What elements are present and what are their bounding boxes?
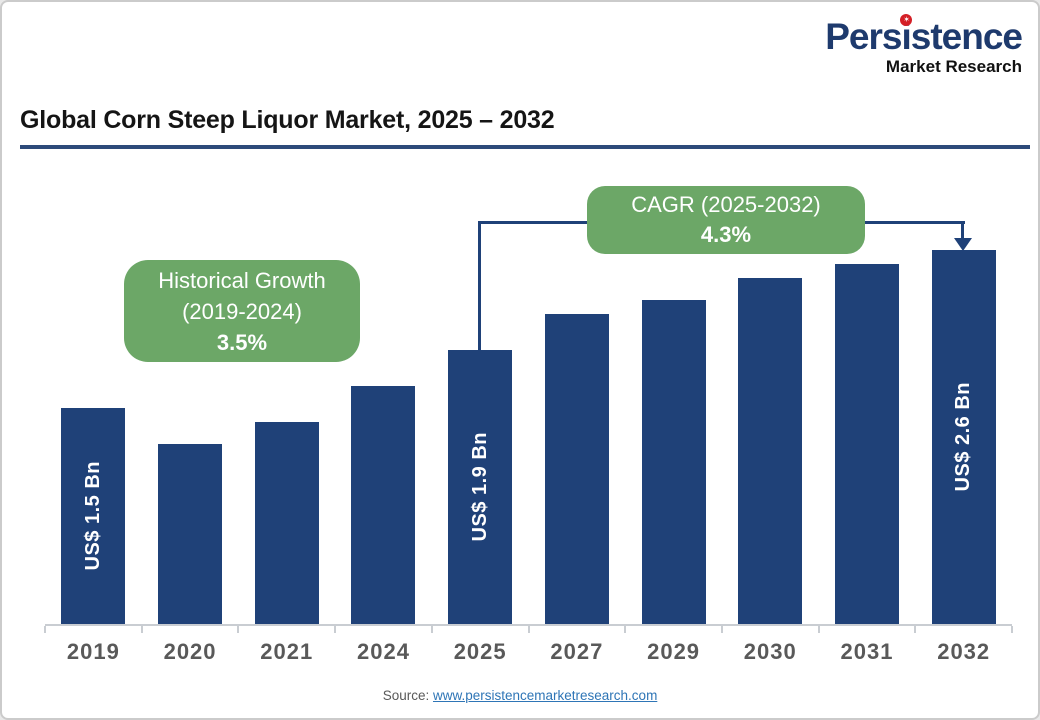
bar-2030 [738,278,803,624]
x-tick-label-2021: 2021 [260,639,314,664]
bar-2019: US$ 1.5 Bn [61,408,126,624]
cagr-label: CAGR (2025-2032) [631,192,821,217]
cagr-callout: CAGR (2025-2032) 4.3% [587,186,865,254]
bar-value-label-2025: US$ 1.9 Bn [468,432,491,542]
x-axis-tick [720,626,723,633]
bar-slot-2025: US$ 1.9 Bn [432,242,529,624]
x-tick-label-2032: 2032 [937,639,991,664]
bar-slot-2027 [529,242,626,624]
x-axis-tick [527,626,530,633]
bar-2027 [544,314,609,624]
bar-slot-2031 [819,242,916,624]
star-badge-icon: ✶ [900,14,913,26]
x-axis-tick [44,626,46,633]
x-axis-tick [817,626,820,633]
page-title: Global Corn Steep Liquor Market, 2025 – … [20,106,555,134]
bar-slot-2032: US$ 2.6 Bn [915,242,1012,624]
bar-slot-2029 [625,242,722,624]
cagr-bracket-right-vertical [961,221,964,239]
cagr-value: 4.3% [700,222,752,247]
bar-slot-2030 [722,242,819,624]
x-axis-tick [140,626,143,633]
star-icon: ✶ [903,15,910,24]
x-tick-label-2020: 2020 [163,639,217,664]
historical-growth-value: 3.5% [216,329,268,355]
logo-brand-text: Pers ✶ istence [825,14,1023,57]
logo-brand-pre: Pers [825,16,902,57]
x-axis-tick [237,626,240,633]
bar-2020 [158,444,223,624]
x-tick-label-2031: 2031 [840,639,894,664]
arrow-down-icon [954,238,972,251]
source-link[interactable]: www.persistencemarketresearch.com [432,688,658,703]
bar-slot-2024 [335,242,432,624]
historical-growth-period: (2019-2024) [182,298,302,324]
x-axis-tick [1011,626,1013,633]
bar-slot-2020 [142,242,239,624]
bar-2021 [254,422,319,624]
x-tick-label-2025: 2025 [453,639,507,664]
x-tick-label-2027: 2027 [550,639,604,664]
logo-brand-i: ✶ i [900,14,913,57]
source-label: Source: [382,688,430,703]
x-axis-tick [334,626,337,633]
title-underline [20,145,1030,149]
historical-growth-callout: Historical Growth (2019-2024) 3.5% [124,260,360,362]
bar-2024 [351,386,416,624]
logo-subtitle: Market Research [885,57,1022,76]
bar-2029 [641,300,706,624]
historical-growth-label: Historical Growth [158,267,326,293]
x-axis-ticks [44,626,1013,634]
bar-slot-2019: US$ 1.5 Bn [45,242,142,624]
x-axis-tick [914,626,917,633]
logo-brand-post: stence [910,16,1023,57]
x-axis-labels-row: 2019 2020 2021 2024 2025 2027 2029 2030 2031 2032 [45,639,1012,665]
source-line: Source: www.persistencemarketresearch.co… [2,688,1038,703]
x-tick-label-2019: 2019 [66,639,120,664]
pmr-logo: Pers ✶ istence Market Research [825,14,1023,76]
x-tick-label-2024: 2024 [356,639,410,664]
bar-2025: US$ 1.9 Bn [448,350,513,624]
bar-value-label-2019: US$ 1.5 Bn [81,461,104,571]
x-axis-tick [430,626,433,633]
bar-2032: US$ 2.6 Bn [931,250,996,624]
x-tick-label-2030: 2030 [743,639,797,664]
x-tick-label-2029: 2029 [647,639,701,664]
bar-value-label-2032: US$ 2.6 Bn [952,382,975,492]
bar-chart: US$ 1.5 Bn US$ 1.9 Bn US$ 2.6 Bn [45,242,1012,626]
x-axis-tick [624,626,627,633]
bar-slot-2021 [238,242,335,624]
cagr-bracket-left-vertical [478,221,481,354]
bar-2031 [834,264,899,624]
